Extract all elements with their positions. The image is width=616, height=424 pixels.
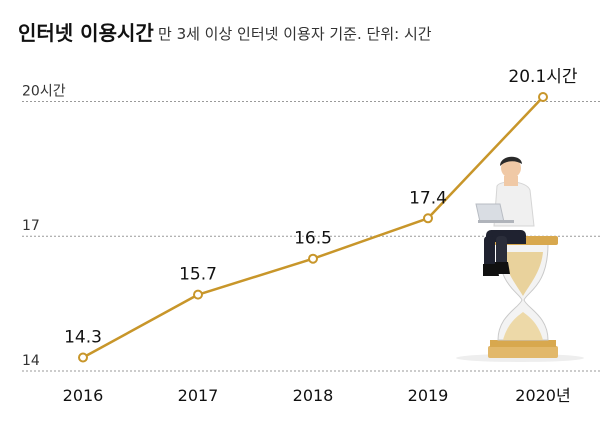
data-point [308,253,318,264]
data-point [193,289,203,300]
data-points [78,92,548,363]
x-tick-label: 2016 [63,386,104,405]
data-label: 17.4 [409,188,447,208]
data-point [538,92,548,102]
x-tick-label: 2017 [178,386,219,405]
hourglass-person-illustration [456,156,584,362]
data-labels: 14.3 15.7 16.5 17.4 20.1시간 [64,67,578,348]
chart-subtitle: 만 3세 이상 인터넷 이용자 기준. 단위: 시간 [158,25,432,43]
series-line [82,96,544,359]
x-tick-label: 2020년 [515,386,570,405]
x-tick-label: 2018 [293,386,334,405]
y-tick-label: 17 [22,218,40,234]
x-axis-ticks: 2016 2017 2018 2019 2020년 [63,386,571,405]
y-axis-ticks: 14 17 20시간 [22,83,66,369]
chart-title: 인터넷 이용시간 [18,21,154,45]
data-label: 14.3 [64,328,102,348]
data-label: 15.7 [179,265,217,285]
y-tick-label: 14 [22,353,40,369]
data-point [423,213,433,224]
data-point [78,352,88,363]
y-tick-label: 20시간 [22,83,66,99]
x-tick-label: 2019 [408,386,449,405]
data-label: 16.5 [294,229,332,249]
data-label: 20.1시간 [508,67,577,87]
